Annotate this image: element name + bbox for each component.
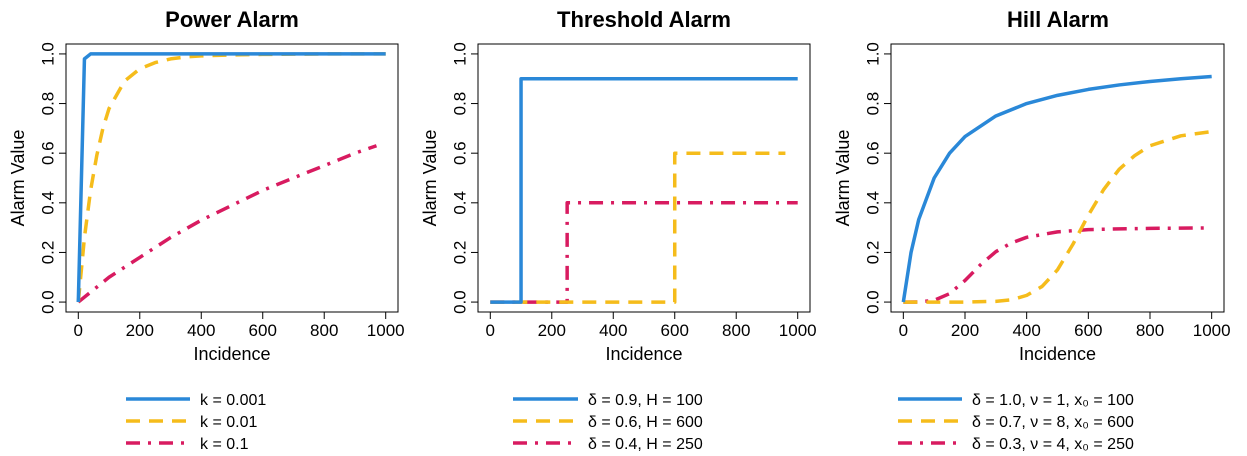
y-tick-label: 0.6 [38, 141, 57, 165]
chart-title: Hill Alarm [1007, 7, 1109, 32]
x-tick-label: 1000 [367, 321, 405, 340]
x-tick-label: 0 [899, 321, 908, 340]
legend-label: k = 0.01 [200, 414, 257, 431]
legend: δ = 0.9, H = 100 δ = 0.6, H = 600 δ = 0.4,… [513, 392, 703, 453]
x-axis-label: Incidence [1019, 344, 1096, 364]
y-tick-label: 1.0 [450, 42, 469, 66]
legend-label: k = 0.1 [200, 436, 249, 453]
y-tick-label: 0.4 [450, 191, 469, 215]
y-tick-label: 0.4 [863, 191, 882, 215]
x-axis-label: Incidence [193, 344, 270, 364]
x-tick-label: 1000 [779, 321, 817, 340]
series-line-1 [901, 74, 1212, 303]
legend: k = 0.001 k = 0.01 k = 0.1 [126, 392, 266, 453]
x-tick-label: 400 [599, 321, 627, 340]
y-axis-label: Alarm Value [420, 130, 440, 227]
y-tick-label: 0.8 [38, 92, 57, 116]
series-line-3 [77, 144, 378, 304]
y-axis-label: Alarm Value [833, 130, 853, 227]
x-tick-label: 600 [249, 321, 277, 340]
plot-frame [890, 43, 1225, 313]
legend-label: δ = 0.6, H = 600 [588, 414, 703, 431]
plot-frame [477, 43, 811, 313]
series-line-3 [903, 226, 1212, 304]
series-line-1 [76, 52, 386, 303]
x-tick-label: 600 [661, 321, 689, 340]
x-tick-label: 200 [538, 321, 566, 340]
series-line-2 [903, 129, 1212, 304]
y-tick-label: 0.0 [38, 290, 57, 314]
x-tick-label: 0 [74, 321, 83, 340]
series-line-2 [76, 52, 386, 303]
y-tick-label: 0.8 [450, 92, 469, 116]
x-tick-label: 200 [951, 321, 979, 340]
legend-label: δ = 0.7, ν = 8, x₀ = 600 [972, 414, 1134, 431]
legend: δ = 1.0, ν = 1, x₀ = 100 δ = 0.7, ν = 8, … [898, 392, 1134, 453]
legend-label: k = 0.001 [200, 392, 266, 409]
y-axis-label: Alarm Value [8, 130, 28, 227]
series-line-2 [490, 151, 786, 304]
chart-panel-2: Threshold Alarm 0 200 400 600 800 1000 0.0 0.2 0.… [420, 7, 817, 453]
legend-label: δ = 1.0, ν = 1, x₀ = 100 [972, 392, 1134, 409]
x-tick-label: 800 [722, 321, 750, 340]
x-axis-label: Incidence [605, 344, 682, 364]
y-tick-label: 0.2 [38, 241, 57, 265]
y-tick-label: 0.0 [450, 290, 469, 314]
x-tick-label: 800 [1136, 321, 1164, 340]
x-tick-label: 1000 [1193, 321, 1231, 340]
series-line-1 [490, 76, 798, 304]
chart-title: Power Alarm [165, 7, 299, 32]
x-tick-label: 400 [187, 321, 215, 340]
x-tick-label: 600 [1074, 321, 1102, 340]
y-tick-label: 0.6 [450, 141, 469, 165]
series-line-3 [490, 201, 798, 304]
y-tick-label: 0.2 [863, 241, 882, 265]
y-tick-label: 1.0 [863, 42, 882, 66]
legend-label: δ = 0.9, H = 100 [588, 392, 703, 409]
plot-frame [65, 43, 399, 313]
x-tick-label: 200 [126, 321, 154, 340]
legend-label: δ = 0.4, H = 250 [588, 436, 703, 453]
y-tick-label: 0.6 [863, 141, 882, 165]
y-tick-label: 0.8 [863, 92, 882, 116]
y-tick-label: 0.2 [450, 241, 469, 265]
x-tick-label: 800 [310, 321, 338, 340]
x-tick-label: 0 [486, 321, 495, 340]
y-tick-label: 1.0 [38, 42, 57, 66]
chart-panel-3: Hill Alarm 0 200 400 600 800 1000 0.0 0.2 0.4 0.6 0… [833, 7, 1231, 453]
chart-panel-1: Power Alarm 0 200 400 600 800 1000 0.0 0.2 0.4 0.6… [8, 7, 405, 453]
y-tick-label: 0.4 [38, 191, 57, 215]
chart-title: Threshold Alarm [557, 7, 731, 32]
x-tick-label: 400 [1012, 321, 1040, 340]
legend-label: δ = 0.3, ν = 4, x₀ = 250 [972, 436, 1134, 453]
y-tick-label: 0.0 [863, 290, 882, 314]
